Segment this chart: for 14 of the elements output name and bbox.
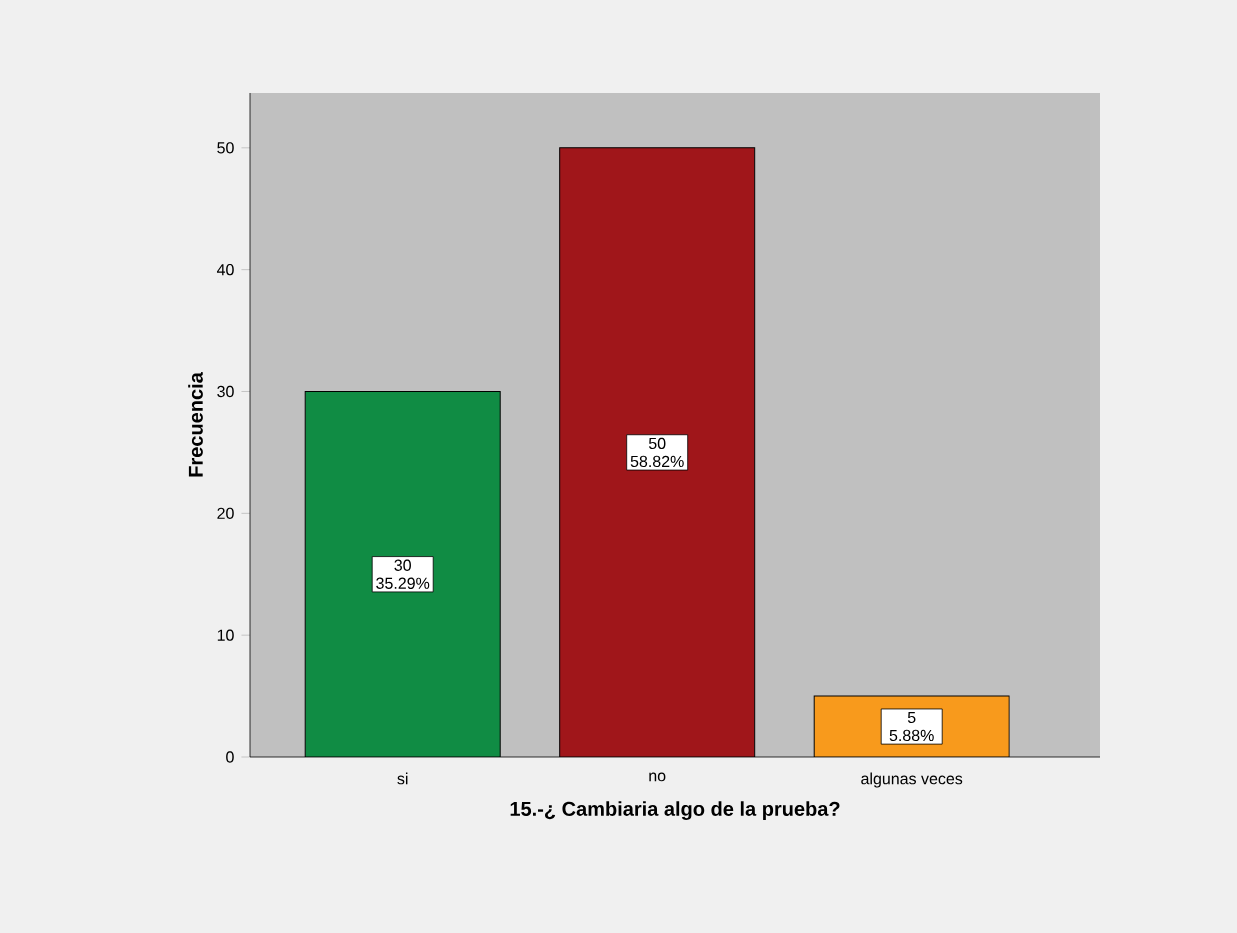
x-tick-label: si <box>397 772 408 785</box>
y-axis-title: Frecuencia <box>188 372 203 477</box>
data-label: 50 58.82% <box>630 437 684 468</box>
data-label: 5 5.88% <box>889 711 934 742</box>
y-tick-label: 30 <box>217 385 234 398</box>
x-tick-label: no <box>649 772 666 782</box>
y-tick-label: 40 <box>216 264 234 276</box>
y-tick-label: 10 <box>217 629 234 641</box>
x-axis-title: 15.-¿ Cambiaria algo de la prueba? <box>510 801 840 820</box>
data-label: 30 35.29% <box>376 559 430 589</box>
x-tick-label: algunas veces <box>861 772 963 788</box>
y-tick-label: 0 <box>226 751 234 763</box>
y-tick-label: 50 <box>217 142 234 154</box>
y-tick-label: 20 <box>217 507 234 519</box>
